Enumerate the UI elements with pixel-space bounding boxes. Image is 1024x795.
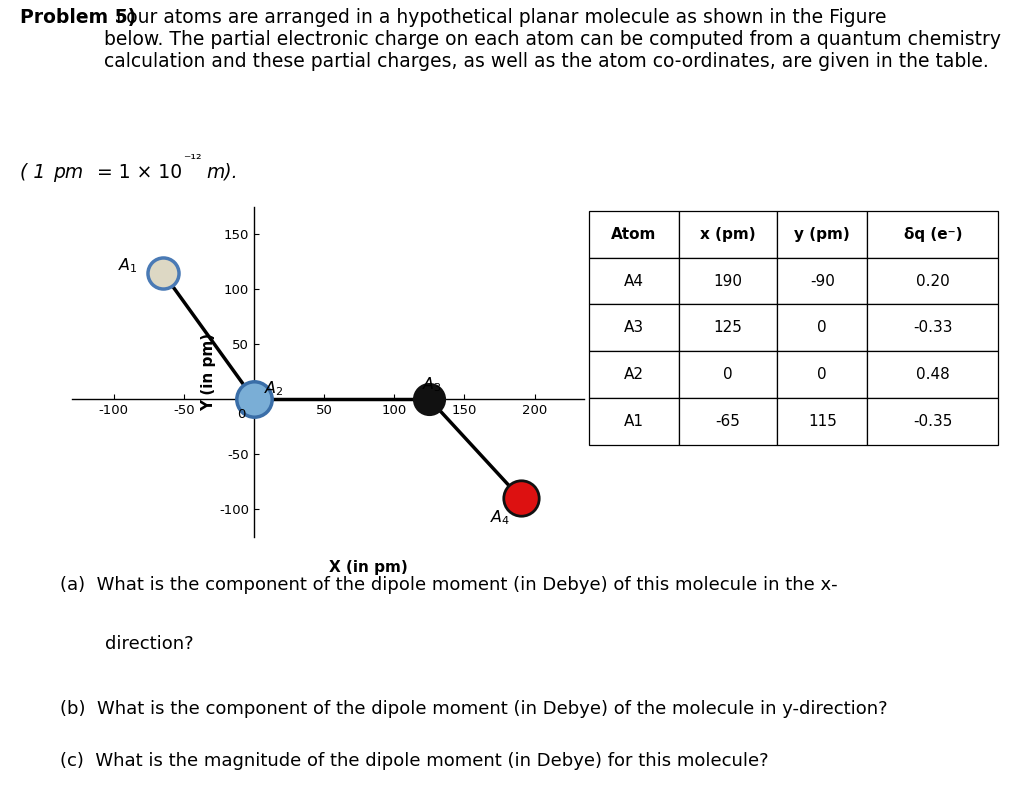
Bar <box>679 258 777 304</box>
Text: -0.33: -0.33 <box>913 320 952 335</box>
Bar <box>867 351 998 398</box>
Text: x (pm): x (pm) <box>700 227 756 242</box>
Bar <box>679 211 777 258</box>
Bar <box>777 351 867 398</box>
Bar <box>867 398 998 445</box>
Bar <box>589 211 679 258</box>
Text: $A_{1}$: $A_{1}$ <box>118 257 138 275</box>
Text: ( 1: ( 1 <box>20 163 52 182</box>
Point <box>512 492 528 505</box>
Bar <box>867 211 998 258</box>
Bar <box>679 304 777 351</box>
Text: 0: 0 <box>817 367 827 382</box>
Text: m).: m). <box>206 163 238 182</box>
Bar <box>679 398 777 445</box>
X-axis label: X (in pm): X (in pm) <box>330 560 408 575</box>
Text: $A_{2}$: $A_{2}$ <box>264 378 284 398</box>
Text: = 1 × 10: = 1 × 10 <box>91 163 182 182</box>
Text: 115: 115 <box>808 414 837 429</box>
Text: 190: 190 <box>714 273 742 289</box>
Text: 0: 0 <box>817 320 827 335</box>
Text: A4: A4 <box>624 273 644 289</box>
Text: δq (e⁻): δq (e⁻) <box>903 227 963 242</box>
Text: Four atoms are arranged in a hypothetical planar molecule as shown in the Figure: Four atoms are arranged in a hypothetica… <box>104 8 1001 71</box>
Bar <box>777 211 867 258</box>
Bar <box>589 258 679 304</box>
Bar <box>777 258 867 304</box>
Text: A1: A1 <box>624 414 644 429</box>
Text: 0.20: 0.20 <box>916 273 949 289</box>
Bar <box>589 398 679 445</box>
Bar <box>777 304 867 351</box>
Text: 0.48: 0.48 <box>916 367 949 382</box>
Bar <box>867 304 998 351</box>
Bar <box>589 304 679 351</box>
Text: 0: 0 <box>723 367 733 382</box>
Text: 125: 125 <box>714 320 742 335</box>
Text: -90: -90 <box>810 273 835 289</box>
Text: A3: A3 <box>624 320 644 335</box>
Point <box>421 393 437 405</box>
Text: Atom: Atom <box>611 227 656 242</box>
Bar <box>867 258 998 304</box>
Text: Problem 5): Problem 5) <box>20 8 137 27</box>
Y-axis label: Y (in pm): Y (in pm) <box>202 332 216 411</box>
Text: y (pm): y (pm) <box>795 227 850 242</box>
Bar <box>777 398 867 445</box>
Point <box>155 266 171 279</box>
Text: -65: -65 <box>716 414 740 429</box>
Text: 0: 0 <box>238 408 246 421</box>
Text: $A_{3}$: $A_{3}$ <box>422 375 442 394</box>
Text: (a)  What is the component of the dipole moment (in Debye) of this molecule in t: (a) What is the component of the dipole … <box>60 576 838 594</box>
Text: $A_{4}$: $A_{4}$ <box>489 509 510 527</box>
Text: pm: pm <box>53 163 83 182</box>
Point <box>246 393 262 405</box>
Text: -0.35: -0.35 <box>913 414 952 429</box>
Bar <box>679 351 777 398</box>
Text: (c)  What is the magnitude of the dipole moment (in Debye) for this molecule?: (c) What is the magnitude of the dipole … <box>60 752 769 770</box>
Text: ⁻¹²: ⁻¹² <box>182 153 201 167</box>
Text: direction?: direction? <box>104 635 194 653</box>
Bar <box>589 351 679 398</box>
Text: A2: A2 <box>624 367 644 382</box>
Text: (b)  What is the component of the dipole moment (in Debye) of the molecule in y-: (b) What is the component of the dipole … <box>60 700 888 718</box>
